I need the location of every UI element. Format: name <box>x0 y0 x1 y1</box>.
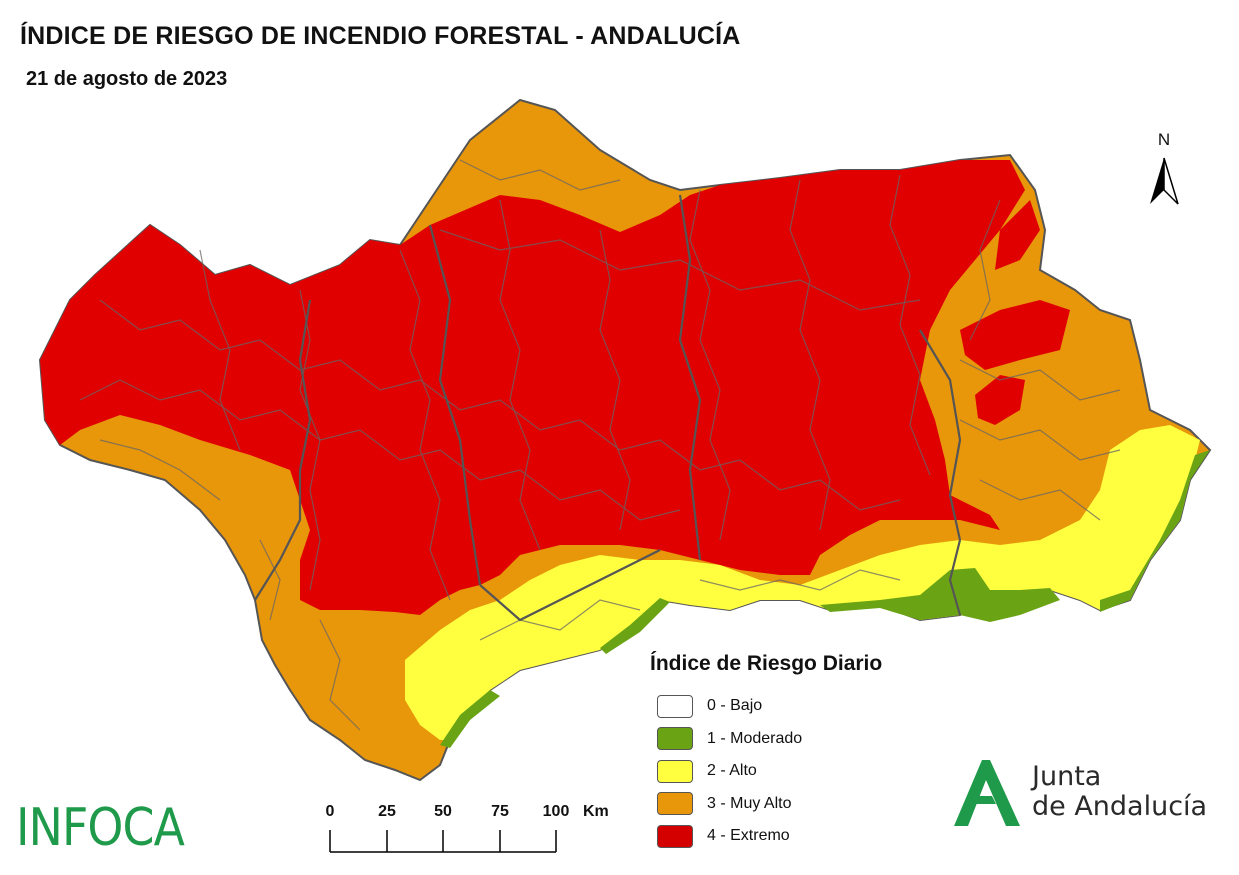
zone-extremo <box>40 160 1025 615</box>
map-title: ÍNDICE DE RIESGO DE INCENDIO FORESTAL - … <box>20 22 741 50</box>
junta-line2: de Andalucía <box>1032 791 1208 822</box>
junta-line1: Junta <box>1032 761 1102 792</box>
legend-item-bajo: 0 - Bajo <box>650 690 882 723</box>
north-arrow: N <box>1146 130 1182 210</box>
legend-swatch-bajo <box>657 694 693 718</box>
junta-andalucia-logo-icon <box>954 760 1020 826</box>
scale-tick-label: 0 <box>325 803 335 820</box>
legend-item-extremo: 4 - Extremo <box>650 820 882 853</box>
municipal-boundaries <box>79 159 1121 731</box>
legend-swatch-alto <box>657 759 693 783</box>
legend-swatch-muy-alto <box>657 792 693 816</box>
province-boundaries <box>254 194 962 622</box>
legend-swatch-extremo <box>657 824 693 848</box>
scale-tick-label: 100 <box>542 803 570 820</box>
legend-label: 1 - Moderado <box>707 729 803 747</box>
north-label: N <box>1157 130 1171 149</box>
legend-title: Índice de Riesgo Diario <box>650 652 883 675</box>
zone-moderado-coast-3 <box>820 568 1060 622</box>
scale-tick-label: 75 <box>491 803 509 820</box>
junta-andalucia-wordmark: Junta de Andalucía <box>1032 762 1207 822</box>
legend: Índice de Riesgo Diario 0 - Bajo 1 - Mod… <box>650 652 882 853</box>
legend-label: 3 - Muy Alto <box>707 794 792 812</box>
legend-item-muy-alto: 3 - Muy Alto <box>650 788 882 821</box>
legend-label: 0 - Bajo <box>707 697 763 715</box>
scale-bar: 0 25 50 75 100 Km <box>300 800 609 860</box>
zone-moderado-coast-1 <box>440 690 500 748</box>
north-arrow-icon <box>1150 157 1179 205</box>
infoca-logo: INFOCA <box>16 798 185 858</box>
zone-moderado-coast-4 <box>1100 450 1210 612</box>
legend-item-moderado: 1 - Moderado <box>650 723 882 756</box>
zone-alto <box>405 425 1200 740</box>
legend-item-alto: 2 - Alto <box>650 755 882 788</box>
zone-extremo-east-2 <box>960 300 1070 370</box>
zone-moderado-coast-2 <box>600 598 670 654</box>
scale-bar-graphic <box>329 830 557 853</box>
scale-tick-label: 25 <box>378 803 396 820</box>
scale-unit: Km <box>583 803 609 820</box>
scale-tick-label: 50 <box>434 803 452 820</box>
legend-label: 2 - Alto <box>707 762 757 780</box>
legend-label: 4 - Extremo <box>707 827 790 845</box>
zone-extremo-east-1 <box>995 200 1040 270</box>
zone-extremo-east-3 <box>975 375 1025 425</box>
legend-swatch-moderado <box>657 727 693 751</box>
map-date: 21 de agosto de 2023 <box>26 68 228 90</box>
